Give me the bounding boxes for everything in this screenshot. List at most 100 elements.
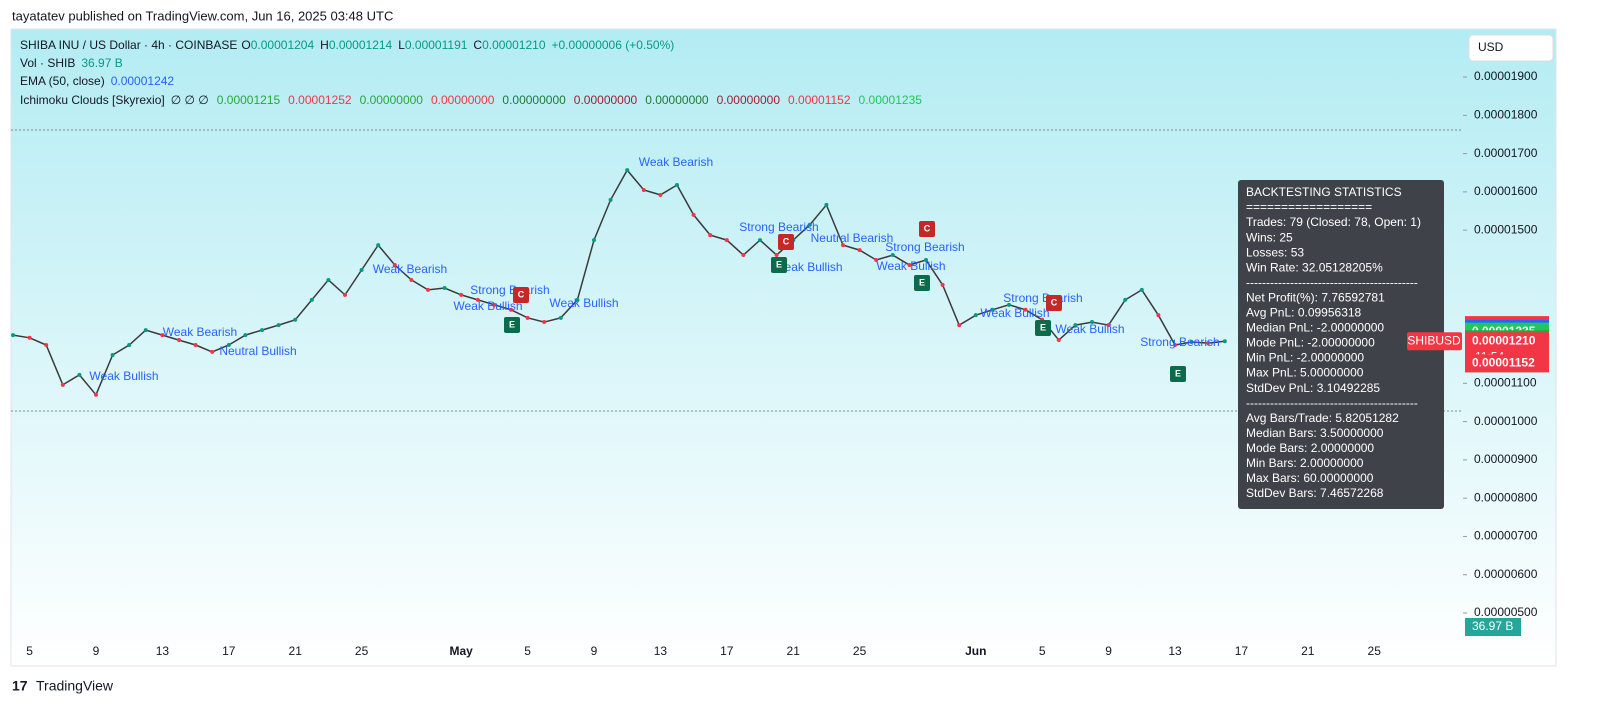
legend-text: O	[241, 38, 250, 52]
stats-line: StdDev PnL: 3.10492285	[1246, 381, 1380, 395]
legend-text: 0.00000000	[502, 93, 566, 107]
x-tick-label: 21	[787, 644, 801, 658]
price-point	[1206, 341, 1211, 346]
price-point	[1073, 323, 1078, 328]
price-point	[442, 285, 447, 290]
signal-label: Weak Bullish	[773, 260, 842, 274]
price-point	[1139, 287, 1144, 292]
price-line	[12, 168, 1225, 397]
price-point	[807, 222, 812, 227]
volume-tag-label: 36.97 B	[1472, 619, 1513, 633]
price-point	[724, 238, 729, 243]
currency[interactable]: USD	[1478, 40, 1504, 54]
x-tick-label: 17	[720, 644, 734, 658]
price-point	[160, 333, 165, 338]
signal-label: Weak Bearish	[163, 325, 237, 339]
signal-label: Weak Bullish	[89, 369, 158, 383]
symbol-tag-label: SHIBUSD	[1407, 333, 1461, 347]
legend-text: 0.00001235	[859, 93, 923, 107]
legend-text: SHIBA INU / US Dollar · 4h · COINBASE	[20, 38, 237, 52]
stats-line: ----------------------------------------…	[1246, 396, 1418, 410]
price-point	[276, 323, 281, 328]
signal-marker	[914, 275, 930, 291]
price-point	[243, 333, 248, 338]
price-tag-label: 0.00001210	[1472, 333, 1536, 347]
price-point	[509, 307, 513, 312]
signal-marker	[771, 257, 787, 273]
price-tag-label: 0.00001152	[1472, 356, 1535, 370]
price-point	[924, 258, 928, 263]
price-point	[542, 320, 547, 325]
signal-marker-text: E	[1175, 368, 1181, 378]
price-point	[774, 253, 779, 258]
price-point	[1123, 297, 1128, 302]
signal-label: Strong Bearish	[470, 283, 549, 297]
price-point	[309, 297, 314, 302]
price-point	[177, 338, 181, 343]
y-tick-label: 0.00000800	[1474, 490, 1538, 504]
price-tag	[1465, 354, 1549, 373]
legend-text: 0.00001214	[329, 38, 393, 52]
stats-line: Avg Bars/Trade: 5.82051282	[1246, 411, 1399, 425]
legend-text: +0.00000006 (+0.50%)	[552, 38, 675, 52]
y-tick-label: 0.00001900	[1474, 69, 1538, 83]
price-point	[1023, 307, 1028, 312]
price-point	[641, 187, 646, 192]
signal-marker-text: E	[509, 319, 515, 329]
legend-text: 0.00001152	[788, 93, 851, 107]
signal-marker-text: C	[518, 289, 525, 299]
x-tick-label: 25	[853, 644, 867, 658]
stats-title: BACKTESTING STATISTICS	[1246, 185, 1402, 199]
price-point	[874, 258, 879, 263]
price-point	[1106, 323, 1111, 328]
x-tick-label: 5	[1039, 644, 1046, 658]
x-tick-label: May	[450, 644, 474, 658]
price-point	[193, 343, 198, 348]
price-point	[492, 302, 497, 307]
price-point	[143, 328, 148, 333]
legend-text: L	[398, 38, 405, 52]
price-point	[11, 333, 15, 338]
x-tick-label: 13	[156, 644, 170, 658]
signal-marker	[919, 221, 935, 237]
signal-marker-text: C	[924, 223, 931, 233]
price-point	[475, 297, 480, 302]
signal-marker-text: E	[776, 259, 782, 269]
price-point	[558, 315, 563, 320]
x-tick-label: 25	[1368, 644, 1382, 658]
stats-line: Min Bars: 2.00000000	[1246, 456, 1364, 470]
price-point	[758, 238, 762, 243]
stats-line: Losses: 53	[1246, 245, 1304, 259]
price-point	[260, 328, 264, 333]
price-point	[44, 343, 49, 348]
legend-text: 36.97 B	[81, 56, 122, 70]
x-tick-label: 17	[222, 644, 236, 658]
y-tick-label: 0.00001100	[1474, 375, 1537, 389]
legend-text: 0.00000000	[717, 93, 781, 107]
price-point	[625, 168, 630, 173]
stats-line: Median PnL: -2.00000000	[1246, 321, 1384, 335]
price-point	[841, 243, 845, 248]
price-point	[675, 182, 679, 187]
legend-text: 0.00000000	[431, 93, 495, 107]
price-point	[741, 253, 746, 258]
stats-box: BACKTESTING STATISTICS==================…	[1238, 180, 1444, 509]
legend-text: 0.00001191	[405, 38, 468, 52]
price-point	[990, 307, 995, 312]
price-point	[708, 233, 713, 238]
legend-text: ∅ ∅ ∅	[171, 93, 209, 107]
signal-marker-text: C	[1051, 297, 1058, 307]
signal-label: Neutral Bullish	[219, 344, 296, 358]
signal-label: Strong Bearish	[885, 240, 964, 254]
signal-marker-text: C	[783, 236, 790, 246]
currency-button[interactable]	[1468, 34, 1554, 62]
signal-marker	[1035, 320, 1051, 336]
price-point	[94, 392, 98, 397]
price-point	[127, 343, 132, 348]
price-point	[691, 212, 696, 217]
price-point	[1007, 302, 1011, 307]
logo: 17	[12, 678, 28, 694]
stats-line: Wins: 25	[1246, 230, 1293, 244]
price-point	[1173, 343, 1177, 348]
price-point	[575, 297, 580, 302]
